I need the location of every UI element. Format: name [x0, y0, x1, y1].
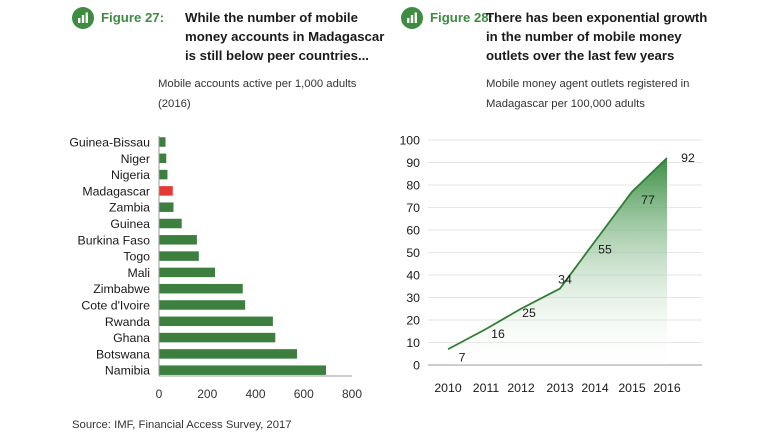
category-label: Nigeria	[111, 168, 150, 182]
category-label: Namibia	[105, 364, 150, 378]
bar	[159, 218, 182, 229]
bar	[159, 251, 199, 261]
bar	[159, 332, 276, 343]
category-label: Botswana	[96, 347, 150, 361]
x-tick-label: 400	[245, 387, 265, 401]
area-chart-agent-outlets: 0 10 20 30 40 50 60 70 80 90 100 2010 2011 2012 2013 20…	[399, 134, 702, 395]
data-label: 34	[558, 273, 572, 287]
bar	[159, 349, 298, 359]
data-label: 25	[522, 306, 536, 320]
bar	[159, 169, 168, 180]
bar	[159, 316, 273, 327]
bar	[159, 235, 197, 245]
category-label: Niger	[121, 152, 150, 166]
source-note: Source: IMF, Financial Access Survey, 20…	[72, 419, 292, 431]
y-tick-label: 40	[406, 269, 420, 283]
y-tick-label: 100	[399, 134, 420, 148]
series-line	[447, 157, 668, 351]
figure-27-title: While the number of mobile money account…	[185, 10, 385, 63]
figure-27-subtitle: Mobile accounts active per 1,000 adults …	[158, 78, 357, 110]
bar	[159, 267, 215, 278]
x-tick-label: 200	[197, 387, 217, 401]
area-fill	[448, 158, 667, 365]
data-label: 92	[681, 151, 695, 165]
figure-27-label: Figure 27:	[101, 10, 165, 25]
category-label: Cote d'Ivoire	[81, 299, 150, 313]
category-label: Madagascar	[82, 184, 150, 198]
data-label: 77	[641, 193, 655, 207]
bar	[159, 300, 246, 310]
x-tick-label: 2016	[653, 381, 681, 395]
bar	[159, 202, 174, 212]
x-tick-label: 800	[342, 387, 362, 401]
category-label: Burkina Faso	[78, 233, 151, 247]
figure-28-title: There has been exponential growth in the…	[486, 10, 708, 63]
y-tick-label: 50	[406, 246, 420, 260]
category-label: Zambia	[109, 201, 150, 215]
y-tick-label: 90	[406, 156, 420, 170]
category-label: Guinea-Bissau	[69, 136, 150, 150]
x-tick-label: 2010	[434, 381, 462, 395]
x-tick-label: 2014	[581, 381, 609, 395]
bar	[159, 137, 166, 147]
y-tick-label: 10	[406, 336, 420, 350]
bar	[159, 365, 326, 375]
figure-28-label: Figure 28:	[430, 10, 494, 25]
x-tick-label: 0	[156, 387, 163, 401]
y-tick-label: 20	[406, 314, 420, 328]
x-tick-label: 2012	[507, 381, 535, 395]
bar	[159, 153, 167, 164]
bar-chart-icon	[72, 7, 94, 29]
x-tick-label: 2011	[473, 381, 500, 395]
bar-highlight	[159, 186, 173, 196]
x-tick-label: 2015	[618, 381, 646, 395]
x-tick-label: 600	[294, 387, 314, 401]
data-label: 16	[491, 327, 505, 341]
bar-chart-mobile-accounts: 0 200 400 600 800 Guinea-Bissau Niger Nigeria M…	[69, 136, 362, 402]
category-label: Zimbabwe	[93, 282, 150, 296]
bar	[159, 283, 243, 294]
data-label: 7	[459, 350, 466, 364]
x-tick-label: 2013	[546, 381, 574, 395]
y-tick-label: 70	[406, 201, 420, 215]
y-tick-label: 30	[406, 291, 420, 305]
category-label: Ghana	[113, 331, 150, 345]
y-tick-label: 80	[406, 179, 420, 193]
figure-28-subtitle: Mobile money agent outlets registered in…	[486, 78, 690, 110]
bar-chart-icon	[401, 7, 423, 29]
category-label: Guinea	[110, 217, 150, 231]
data-label: 55	[598, 242, 612, 256]
category-label: Rwanda	[105, 315, 150, 329]
y-tick-label: 60	[406, 224, 420, 238]
category-label: Mali	[127, 266, 150, 280]
category-label: Togo	[123, 250, 150, 264]
y-tick-label: 0	[413, 359, 420, 373]
